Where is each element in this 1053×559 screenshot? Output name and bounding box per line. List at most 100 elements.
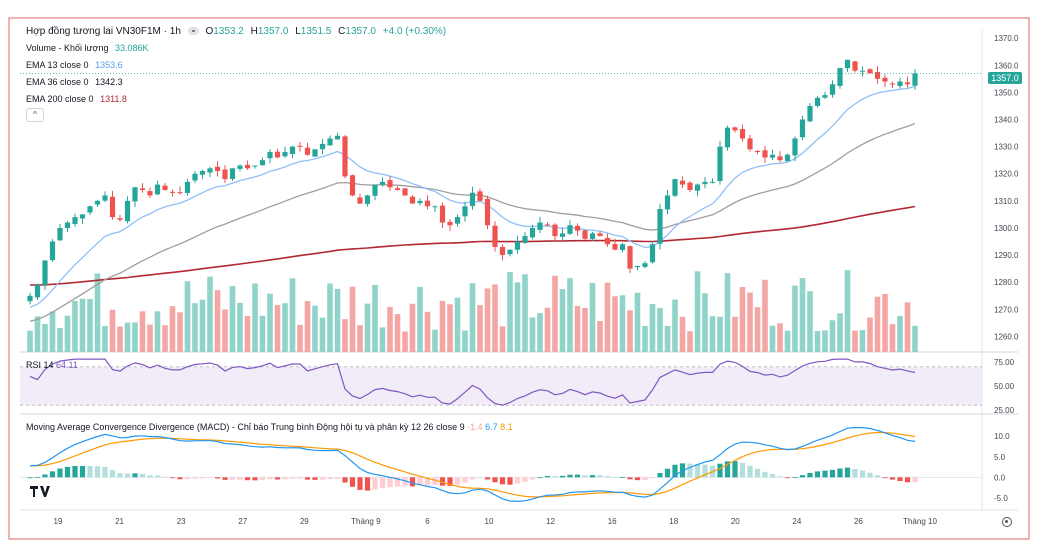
volume-bar	[177, 312, 183, 352]
volume-bar	[334, 288, 341, 352]
candle-body	[222, 169, 228, 180]
candle-body	[687, 182, 693, 190]
ema13-label: EMA 13 close 0	[26, 60, 89, 70]
candle-body	[522, 236, 528, 243]
macd-hist-bar	[844, 467, 851, 478]
candle-body	[679, 180, 686, 185]
macd-signal-value: 8.1	[500, 422, 513, 432]
chart-title[interactable]: Hợp đồng tương lai VN30F1M · 1h	[26, 26, 181, 37]
candle-body	[709, 181, 716, 183]
macd-hist-bar	[664, 468, 671, 478]
macd-tick-label: 5.0	[994, 453, 1006, 462]
macd-hist-bar	[522, 477, 528, 482]
settings-icon[interactable]	[1002, 517, 1012, 527]
macd-hist-bar	[184, 477, 191, 480]
macd-tick-label: -5.0	[994, 494, 1008, 503]
candle-body	[454, 217, 461, 224]
candle-body	[252, 165, 258, 167]
volume-bar	[49, 311, 56, 352]
volume-value: 33.086K	[114, 43, 149, 53]
candle-body	[139, 188, 146, 190]
candle-body	[94, 200, 101, 205]
volume-bar	[477, 305, 483, 352]
candle-body	[184, 181, 191, 193]
candle-body	[462, 206, 468, 217]
ema36-value: 1342.3	[95, 77, 123, 87]
macd-hist-bar	[777, 476, 783, 478]
candle-body	[492, 225, 498, 247]
macd-hist-bar	[754, 468, 761, 478]
ohlc-open: 1353.2	[213, 26, 244, 37]
volume-bar	[319, 317, 326, 352]
rsi-tick-label: 50.00	[994, 382, 1015, 391]
volume-bar	[537, 312, 543, 352]
macd-hist-bar	[402, 477, 408, 487]
macd-hist-bar	[604, 476, 611, 478]
tradingview-logo-icon[interactable]	[30, 486, 50, 498]
candle-body	[867, 69, 873, 74]
candle-body	[259, 160, 266, 166]
visibility-pill-icon[interactable]	[187, 27, 199, 36]
candle-body	[229, 168, 236, 179]
volume-bar	[372, 284, 378, 352]
volume-legend[interactable]: Volume - Khối lượng 33.086K	[26, 42, 153, 54]
macd-hist-bar	[432, 477, 438, 485]
x-tick-label: 24	[792, 517, 801, 526]
x-tick-label: 12	[546, 517, 555, 526]
x-tick-label: Tháng 9	[351, 517, 381, 526]
macd-hist-bar	[627, 477, 633, 480]
candle-body	[822, 95, 828, 98]
macd-hist-bar	[762, 471, 768, 478]
volume-bar	[814, 331, 821, 352]
ema200-legend[interactable]: EMA 200 close 0 1311.8	[26, 93, 131, 105]
volume-bar	[124, 322, 131, 352]
price-tick-label: 1260.0	[994, 332, 1019, 341]
x-tick-label: 23	[177, 517, 186, 526]
macd-legend[interactable]: Moving Average Convergence Divergence (M…	[26, 422, 513, 432]
volume-bar	[147, 324, 153, 352]
candle-body	[484, 198, 491, 226]
candle-body	[327, 138, 333, 146]
price-tick-label: 1280.0	[994, 278, 1019, 287]
volume-bar	[229, 285, 236, 352]
candle-body	[747, 138, 753, 150]
volume-bar	[87, 299, 93, 352]
volume-bar	[297, 324, 303, 352]
candle-body	[349, 175, 356, 196]
candle-body	[417, 200, 423, 204]
volume-bar	[664, 325, 671, 352]
volume-bar	[184, 281, 191, 352]
candle-body	[777, 156, 783, 161]
macd-hist-bar	[717, 463, 723, 478]
price-tick-label: 1330.0	[994, 143, 1019, 152]
macd-hist-bar	[417, 477, 423, 486]
collapse-legend-button[interactable]: ^	[26, 108, 44, 122]
ema36-legend[interactable]: EMA 36 close 0 1342.3	[26, 76, 127, 88]
macd-hist-bar	[192, 477, 198, 479]
x-tick-label: 18	[669, 517, 678, 526]
candle-body	[199, 171, 206, 175]
price-tick-label: 1360.0	[994, 61, 1019, 70]
x-tick-label: 27	[238, 517, 247, 526]
macd-hist-bar	[327, 477, 333, 480]
macd-hist-bar	[447, 477, 453, 486]
macd-hist-bar	[409, 477, 416, 487]
ema13-legend[interactable]: EMA 13 close 0 1353.6	[26, 59, 127, 71]
rsi-legend[interactable]: RSI 14 64.11	[26, 360, 78, 370]
candle-body	[169, 191, 176, 193]
macd-hist-bar	[874, 475, 881, 478]
macd-tick-label: 10.0	[994, 432, 1010, 441]
macd-hist-bar	[439, 477, 446, 486]
candle-body	[72, 217, 78, 224]
macd-hist-bar	[312, 477, 318, 480]
ohlc-o-label: O	[205, 26, 214, 37]
candle-body	[439, 205, 446, 223]
volume-bar	[627, 310, 633, 352]
candle-body	[739, 129, 746, 139]
x-tick-label: 6	[425, 517, 430, 526]
candle-body	[694, 184, 701, 191]
candle-body	[387, 180, 393, 188]
candle-body	[844, 59, 851, 69]
candle-body	[304, 147, 311, 155]
candle-body	[852, 61, 858, 71]
